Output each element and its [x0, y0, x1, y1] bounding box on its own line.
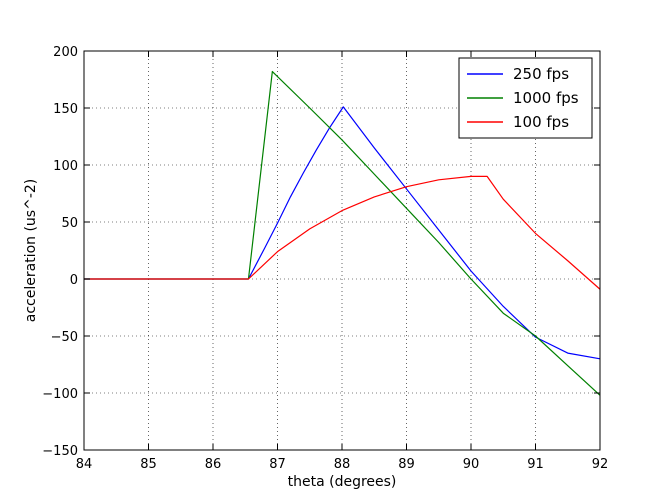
legend-label: 100 fps — [513, 113, 569, 131]
series-line-3 — [84, 175, 601, 290]
series-line-2 — [84, 70, 601, 396]
x-tick-label: 91 — [527, 457, 544, 472]
x-tick-label: 92 — [592, 457, 609, 472]
series-line-1 — [84, 106, 601, 360]
y-tick-label: 200 — [53, 45, 78, 60]
legend-label: 250 fps — [513, 65, 569, 83]
y-tick-label: 50 — [61, 216, 78, 231]
grid-lines — [84, 51, 600, 450]
legend: 250 fps 1000 fps 100 fps — [458, 57, 593, 139]
x-tick-label: 87 — [269, 457, 286, 472]
x-tick-label: 88 — [334, 457, 351, 472]
y-tick-label: 0 — [70, 273, 78, 288]
y-tick-label: −100 — [42, 387, 78, 402]
tick-labels: 84 85 86 87 88 89 90 91 92 −150 −100 −50 0 50 100 150 20… — [42, 45, 608, 472]
x-tick-label: 84 — [76, 457, 93, 472]
y-tick-label: −150 — [42, 444, 78, 459]
y-tick-label: −50 — [51, 330, 78, 345]
y-tick-label: 100 — [53, 159, 78, 174]
x-axis-label: theta (degrees) — [288, 474, 397, 490]
x-tick-label: 85 — [140, 457, 157, 472]
legend-label: 1000 fps — [513, 89, 579, 107]
y-axis-label: acceleration (us^-2) — [23, 179, 39, 322]
series-lines — [84, 70, 601, 396]
x-tick-label: 89 — [398, 457, 415, 472]
x-tick-label: 90 — [463, 457, 480, 472]
x-tick-label: 86 — [205, 457, 222, 472]
y-tick-label: 150 — [53, 102, 78, 117]
tick-marks — [83, 50, 601, 451]
